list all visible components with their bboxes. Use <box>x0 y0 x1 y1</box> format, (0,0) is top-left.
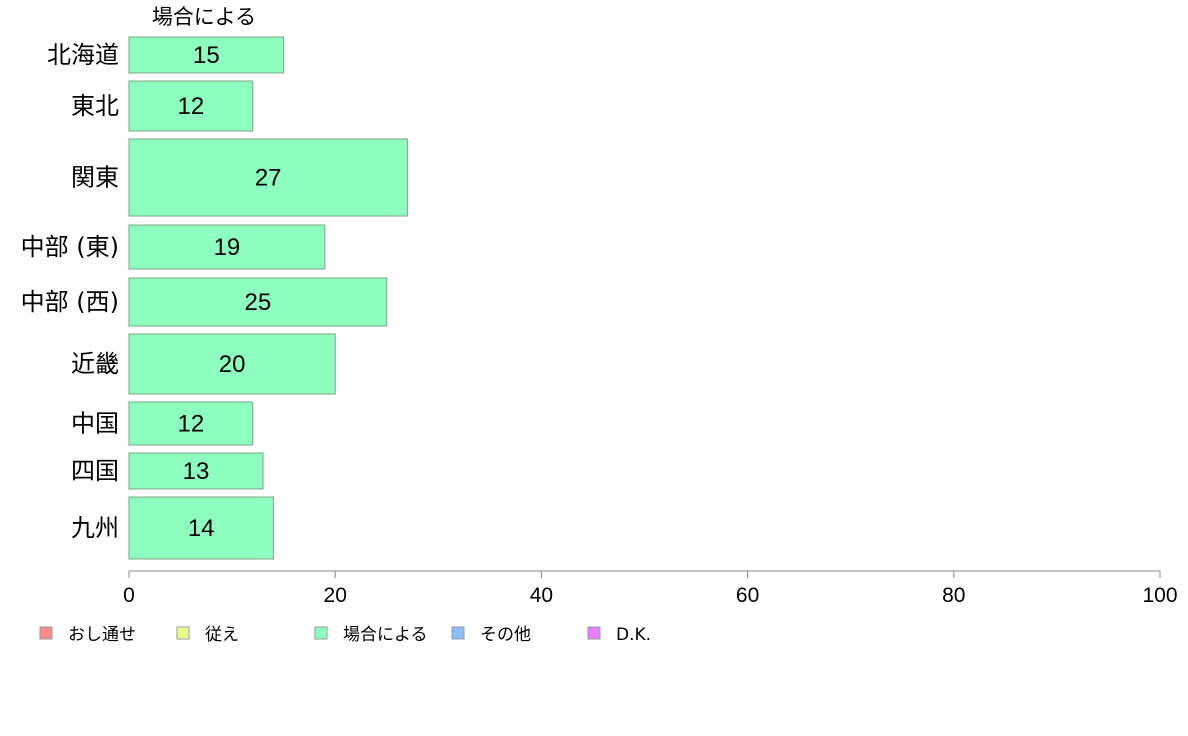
legend-label: その他 <box>480 625 531 645</box>
legend-item: 場合による <box>314 625 428 645</box>
legend-swatch <box>39 626 53 640</box>
bar-value-label: 12 <box>178 93 205 120</box>
bar-value-label: 19 <box>214 234 241 261</box>
bar <box>128 401 254 446</box>
category-label: 関東 <box>71 164 119 192</box>
legend-swatch <box>587 626 601 640</box>
category-label: 近畿 <box>71 350 119 378</box>
category-label: 九州 <box>71 514 119 542</box>
bar-value-label: 15 <box>193 42 220 69</box>
x-tick-label: 100 <box>1142 584 1177 607</box>
bar <box>128 80 254 132</box>
bar-value-label: 13 <box>183 458 210 485</box>
legend-item: その他 <box>451 625 531 645</box>
legend-item: D.K. <box>587 625 651 645</box>
bar-value-label: 12 <box>178 411 205 438</box>
bar <box>128 224 326 270</box>
legend-label: おし通せ <box>68 625 136 645</box>
category-label: 中部 (東) <box>21 233 119 261</box>
legend-swatch <box>176 626 190 640</box>
bar-value-label: 27 <box>255 165 282 192</box>
bar <box>128 277 388 327</box>
x-tick-label: 40 <box>530 584 553 607</box>
legend-label: 場合による <box>343 625 428 645</box>
bar <box>128 333 336 395</box>
bar-value-label: 14 <box>188 515 215 542</box>
category-label: 中部 (西) <box>21 288 119 316</box>
bars-group: 15 12 27 19 25 20 12 13 14 <box>128 36 408 560</box>
category-label: 四国 <box>71 457 119 485</box>
legend-label: 従え <box>205 625 239 645</box>
legend-item: 従え <box>176 625 239 645</box>
legend: おし通せ 従え 場合による その他 D.K. <box>39 625 651 645</box>
x-tick-label: 80 <box>942 584 965 607</box>
bar-value-label: 25 <box>245 289 272 316</box>
bar <box>128 36 285 74</box>
bar-value-label: 20 <box>219 351 246 378</box>
bar <box>128 138 408 217</box>
legend-label: D.K. <box>616 625 651 645</box>
bar <box>128 496 274 560</box>
legend-swatch <box>451 626 465 640</box>
category-label: 中国 <box>71 410 119 438</box>
category-label: 北海道 <box>47 41 119 69</box>
x-tick-label: 60 <box>736 584 759 607</box>
series-header: 場合による <box>152 5 256 29</box>
x-tick-label: 20 <box>324 584 347 607</box>
x-tick-label: 0 <box>123 584 135 607</box>
legend-swatch <box>314 626 328 640</box>
bar <box>128 452 264 490</box>
x-axis: 0 20 40 60 80 100 <box>123 570 1178 607</box>
category-label: 東北 <box>71 92 119 120</box>
legend-item: おし通せ <box>39 625 136 645</box>
